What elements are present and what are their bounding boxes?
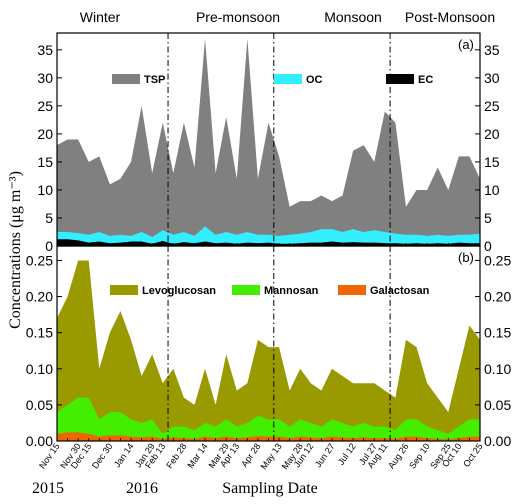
panel-b-legend-swatch-levoglucosan (110, 285, 138, 295)
panel-a-ytick-label-left-2: 10 (37, 182, 53, 198)
panel-b-ytick-label-right-5: 0.25 (484, 252, 511, 268)
panel-a-ytick-label-left-1: 5 (45, 210, 53, 226)
panel-a-ytick-label-right-6: 30 (484, 70, 500, 86)
panel-b-ytick-label-right-2: 0.10 (484, 361, 511, 377)
panel-a-label: (a) (458, 37, 474, 52)
x-tick-label-16: Jul 12 (336, 441, 358, 466)
y-axis-label: Concentrations (μg m⁻³) (7, 171, 24, 329)
panel-a-ytick-label-left-0: 0 (45, 238, 53, 254)
panel-a-ytick-label-right-3: 15 (484, 154, 500, 170)
panel-a-legend-label-oc: OC (306, 74, 323, 86)
panel-b-ytick-label-right-0: 0.00 (484, 433, 511, 449)
panel-a-ytick-label-right-7: 35 (484, 42, 500, 58)
panel-b-legend-swatch-galactosan (338, 285, 366, 295)
panel-a-ytick-label-right-1: 5 (484, 210, 492, 226)
panel-b-ytick-label-left-3: 0.15 (26, 325, 53, 341)
panel-a-ytick-label-right-0: 0 (484, 238, 492, 254)
panel-b-area-levoglucosan (57, 260, 480, 441)
panel-a-ytick-label-left-5: 25 (37, 98, 53, 114)
panel-a-area-tsp (57, 38, 480, 246)
panel-a-legend-label-tsp: TSP (144, 74, 165, 86)
panel-b-legend-label-mannosan: Mannosan (264, 285, 319, 297)
panel-b-area-mannosan (57, 397, 480, 441)
x-tick-label-20: Sep 10 (407, 441, 432, 470)
panel-b-ytick-label-left-5: 0.25 (26, 252, 53, 268)
panel-a-legend-label-ec: EC (418, 74, 433, 86)
panel-b-ytick-label-left-0: 0.00 (26, 433, 53, 449)
x-tick-label-7: Feb 28 (164, 441, 188, 470)
panel-b-ytick-label-left-1: 0.05 (26, 397, 53, 413)
panel-a-ytick-label-right-2: 10 (484, 182, 500, 198)
season-postmonsoon-label: Post-Monsoon (405, 9, 495, 25)
x-tick-label-15: Jun 27 (313, 441, 337, 469)
panel-a-ytick-label-left-6: 30 (37, 70, 53, 86)
panel-b-ytick-label-right-1: 0.05 (484, 397, 511, 413)
panel-a-legend-swatch-ec (386, 74, 414, 84)
x-tick-label-8: Mar 14 (185, 441, 209, 470)
year-label-2016: 2016 (126, 480, 158, 497)
year-label-2015: 2015 (32, 480, 64, 497)
panel-a: 0 0 5 5 10 10 15 15 20 20 25 25 30 30 35 35 (a) TSP OC EC (37, 32, 500, 254)
panel-a-legend-swatch-tsp (112, 74, 140, 84)
panel-b-legend-label-levoglucosan: Levoglucosan (142, 285, 216, 297)
panel-a-ytick-label-left-3: 15 (37, 154, 53, 170)
season-winter-label: Winter (80, 9, 121, 25)
x-tick-label-3: Dec 30 (90, 441, 115, 470)
panel-b-ytick-label-right-3: 0.15 (484, 325, 511, 341)
panel-a-legend-swatch-oc (274, 74, 302, 84)
panel-a-ytick-label-right-5: 25 (484, 98, 500, 114)
panel-b-legend-label-galactosan: Galactosan (370, 285, 430, 297)
panel-b-ytick-label-left-2: 0.10 (26, 361, 53, 377)
x-tick-label-4: Jan 14 (112, 441, 136, 469)
season-premonsoon-label: Pre-monsoon (196, 9, 280, 25)
panel-a-ytick-label-left-7: 35 (37, 42, 53, 58)
panel-b-ytick-label-right-4: 0.20 (484, 289, 511, 305)
panel-a-ytick-label-left-4: 20 (37, 126, 53, 142)
season-monsoon-label: Monsoon (324, 9, 382, 25)
x-axis-label: Sampling Date (222, 480, 318, 497)
panel-b: 0.00 0.00 0.05 0.05 0.10 0.10 0.15 0.15 0.20 0.20… (26, 245, 511, 449)
panel-b-ytick-label-left-4: 0.20 (26, 289, 53, 305)
panel-b-label: (b) (458, 250, 474, 265)
panel-b-legend-swatch-mannosan (232, 285, 260, 295)
x-tick-label-23: Oct 25 (461, 441, 484, 468)
x-tick-label-19: Aug 26 (386, 441, 411, 470)
panel-a-ytick-label-right-4: 20 (484, 126, 500, 142)
